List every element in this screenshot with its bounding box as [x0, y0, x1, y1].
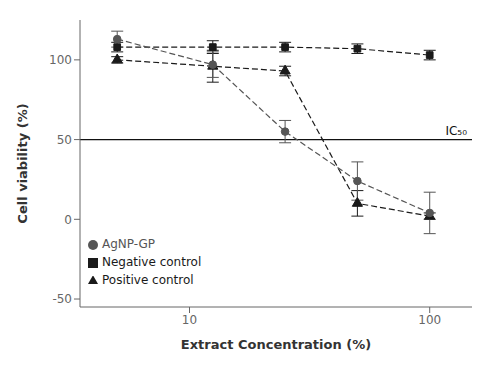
svg-text:0: 0 — [64, 213, 72, 227]
svg-text:Cell viability (%): Cell viability (%) — [15, 103, 30, 223]
html-text:Positive control: Positive control — [102, 273, 194, 287]
html-text:AgNP-GP: AgNP-GP — [102, 237, 156, 251]
svg-text:IC₅₀: IC₅₀ — [445, 124, 467, 138]
svg-text:100: 100 — [49, 53, 72, 67]
svg-text:50: 50 — [57, 133, 72, 147]
svg-text:100: 100 — [418, 313, 441, 327]
html-text:Negative control: Negative control — [102, 255, 202, 269]
svg-text:Extract Concentration (%): Extract Concentration (%) — [181, 337, 371, 352]
svg-text:-50: -50 — [52, 292, 72, 306]
svg-text:10: 10 — [182, 313, 197, 327]
